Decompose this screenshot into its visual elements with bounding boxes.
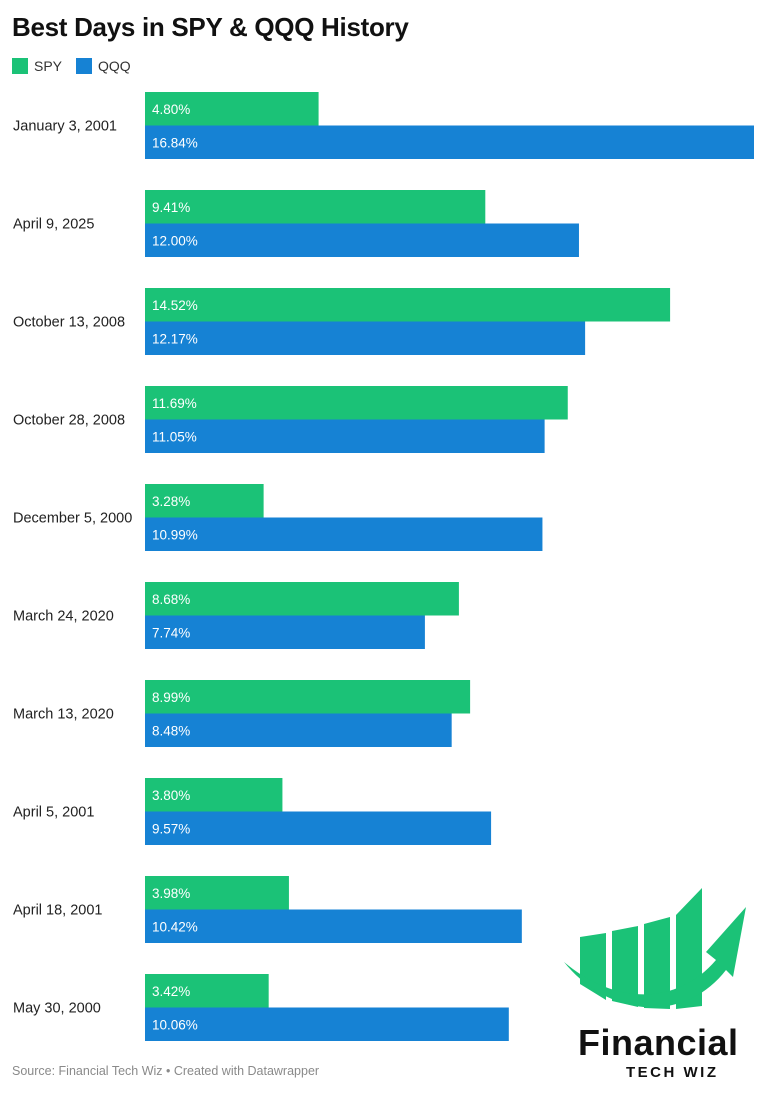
logo-arrow-icon — [564, 907, 746, 1008]
legend: SPY QQQ — [12, 58, 145, 74]
bar-value-label: 7.74% — [152, 625, 190, 640]
category-label: April 9, 2025 — [13, 217, 94, 233]
category-label: March 13, 2020 — [13, 707, 114, 723]
legend-item-spy: SPY — [12, 58, 62, 74]
bar-qqq — [145, 125, 754, 159]
bar-value-label: 10.99% — [152, 527, 198, 542]
bar-value-label: 14.52% — [152, 298, 198, 313]
bar-value-label: 3.28% — [152, 494, 190, 509]
legend-swatch-spy — [12, 58, 28, 74]
source-footer: Source: Financial Tech Wiz • Created wit… — [12, 1064, 320, 1078]
logo-bars-icon — [580, 888, 702, 1009]
bar-spy — [145, 680, 471, 714]
bar-spy — [145, 582, 459, 616]
logo-wordmark: Financial — [578, 1022, 739, 1063]
category-label: December 5, 2000 — [13, 511, 132, 527]
bar-qqq — [145, 615, 425, 649]
category-label: April 18, 2001 — [13, 903, 102, 919]
bar-value-label: 8.48% — [152, 723, 190, 738]
bar-spy — [145, 974, 269, 1008]
bar-value-label: 11.69% — [152, 396, 197, 411]
bar-spy — [145, 778, 283, 812]
bar-qqq — [145, 811, 492, 845]
bar-value-label: 4.80% — [152, 102, 190, 117]
bar-value-label: 10.06% — [152, 1017, 198, 1032]
bar-value-label: 3.80% — [152, 788, 190, 803]
category-label: March 24, 2020 — [13, 609, 114, 625]
legend-label-qqq: QQQ — [98, 58, 131, 74]
category-label: May 30, 2000 — [13, 1001, 101, 1017]
bar-value-label: 12.17% — [152, 331, 198, 346]
legend-swatch-qqq — [76, 58, 93, 74]
bar-spy — [145, 288, 671, 322]
bar-value-label: 11.05% — [152, 429, 197, 444]
bar-spy — [145, 92, 319, 126]
bar-value-label: 8.68% — [152, 592, 190, 607]
bar-qqq — [145, 1007, 509, 1041]
bar-value-label: 8.99% — [152, 690, 190, 705]
bar-value-label: 16.84% — [152, 135, 198, 150]
bar-value-label: 12.00% — [152, 233, 198, 248]
bar-spy — [145, 484, 264, 518]
logo-subtitle: TECH WIZ — [626, 1064, 719, 1080]
legend-label-spy: SPY — [34, 58, 63, 74]
legend-item-qqq: QQQ — [76, 58, 131, 74]
category-label: January 3, 2001 — [13, 119, 117, 135]
category-label: October 13, 2008 — [13, 315, 125, 331]
bar-value-label: 9.57% — [152, 821, 190, 836]
bar-value-label: 3.98% — [152, 886, 190, 901]
bar-qqq — [145, 713, 452, 747]
bar-qqq — [145, 223, 579, 257]
bar-spy — [145, 876, 289, 910]
bar-qqq — [145, 321, 586, 355]
bar-value-label: 9.41% — [152, 200, 190, 215]
bar-qqq — [145, 517, 543, 551]
bar-value-label: 10.42% — [152, 919, 198, 934]
bar-value-label: 3.42% — [152, 984, 190, 999]
chart-title: Best Days in SPY & QQQ History — [12, 12, 409, 42]
bar-qqq — [145, 419, 545, 453]
category-label: April 5, 2001 — [13, 805, 94, 821]
financial-tech-wiz-logo: Financial TECH WIZ — [564, 888, 746, 1080]
bar-spy — [145, 190, 486, 224]
bar-spy — [145, 386, 568, 420]
category-label: October 28, 2008 — [13, 413, 125, 429]
bar-qqq — [145, 909, 522, 943]
bar-chart: January 3, 2001 4.80% 16.84% April 9, 2025 9… — [13, 92, 754, 1041]
